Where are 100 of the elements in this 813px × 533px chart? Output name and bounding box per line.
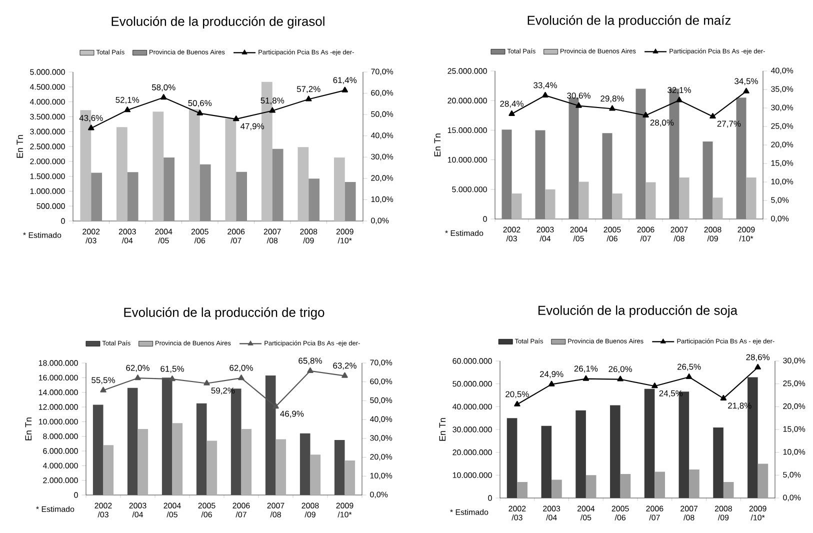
- point: [542, 92, 548, 98]
- point: [642, 112, 649, 118]
- chart-title: Evolución de la producción de girasol: [112, 16, 324, 29]
- bar: [552, 480, 562, 498]
- data-label: 51,8%: [260, 98, 284, 105]
- bar: [636, 88, 646, 219]
- data-label: 61,5%: [160, 366, 184, 373]
- bar: [646, 182, 656, 219]
- point: [676, 96, 682, 102]
- bar: [689, 469, 700, 498]
- point: [204, 380, 210, 386]
- bar: [612, 194, 622, 219]
- data-label: 32,1%: [668, 87, 691, 94]
- point: [582, 375, 590, 381]
- point: [720, 394, 727, 400]
- data-label: 65,8%: [298, 358, 322, 365]
- point: [88, 124, 94, 130]
- bar: [713, 427, 724, 498]
- point: [169, 375, 176, 382]
- bar: [576, 410, 586, 498]
- bar: [602, 133, 612, 219]
- bar: [545, 189, 556, 219]
- point: [269, 107, 276, 113]
- bar: [138, 429, 148, 495]
- bar: [276, 439, 286, 495]
- point: [576, 102, 582, 108]
- point: [342, 86, 348, 92]
- point: [609, 105, 616, 111]
- data-label: 28,6%: [746, 354, 770, 362]
- data-label: 61,4%: [333, 77, 357, 84]
- bar: [679, 178, 690, 219]
- chart-title: Evolución de la producción de trigo: [124, 307, 324, 320]
- bar: [712, 198, 723, 219]
- bar: [654, 472, 665, 498]
- data-label: 27,7%: [717, 120, 741, 128]
- point: [307, 367, 314, 373]
- data-label: 52,1%: [116, 96, 140, 104]
- bar: [620, 474, 631, 498]
- bar: [91, 172, 102, 221]
- bar: [610, 405, 620, 498]
- bar: [272, 148, 284, 221]
- bar: [344, 460, 356, 495]
- point: [196, 110, 204, 116]
- point: [617, 376, 624, 382]
- data-label: 47,9%: [240, 123, 264, 130]
- point: [514, 400, 520, 406]
- data-label: 57,2%: [296, 86, 320, 94]
- bar: [172, 423, 183, 495]
- data-label: 62,0%: [126, 364, 150, 372]
- bar: [578, 182, 589, 219]
- bar: [502, 130, 512, 219]
- data-label: 58,0%: [152, 84, 176, 92]
- data-label: 50,6%: [188, 100, 212, 108]
- bar: [512, 194, 522, 219]
- bar: [517, 482, 528, 498]
- bar: [127, 172, 138, 221]
- bar: [308, 178, 320, 221]
- bar: [103, 445, 114, 495]
- data-label: 20,5%: [506, 391, 529, 398]
- point: [652, 382, 658, 388]
- bar: [746, 178, 756, 219]
- bar: [200, 164, 211, 221]
- point: [508, 110, 515, 116]
- bar: [334, 158, 345, 221]
- bar: [310, 454, 321, 495]
- bar: [152, 112, 164, 221]
- point: [548, 380, 555, 386]
- bar: [758, 464, 768, 498]
- data-label: 34,5%: [734, 78, 758, 86]
- bar: [298, 147, 309, 221]
- bar: [541, 426, 552, 498]
- data-label: 62,0%: [230, 364, 253, 372]
- bar: [236, 172, 248, 221]
- point: [134, 374, 141, 380]
- data-label: 55,5%: [92, 377, 115, 384]
- data-label: 24,9%: [540, 371, 564, 378]
- y-axis-title: En Tn: [439, 418, 446, 441]
- point: [232, 115, 240, 122]
- bar: [206, 440, 218, 495]
- bar: [116, 127, 128, 221]
- data-label: 26,0%: [608, 366, 632, 374]
- point: [100, 386, 106, 392]
- data-label: 33,4%: [534, 82, 557, 90]
- bar: [127, 388, 138, 495]
- point: [160, 94, 167, 100]
- point: [272, 403, 279, 409]
- point: [686, 373, 692, 380]
- bar: [225, 118, 236, 221]
- chart-title: Evolución de la producción de soja: [538, 305, 738, 318]
- bar: [334, 440, 345, 495]
- y-axis-title: En Tn: [434, 134, 441, 156]
- data-label: 29,8%: [600, 96, 624, 103]
- data-label: 46,9%: [280, 410, 304, 418]
- bar: [702, 141, 713, 219]
- data-label: 43,6%: [79, 115, 103, 122]
- data-label: 28,0%: [650, 120, 674, 127]
- chart-title: Evolución de la producción de maíz: [528, 15, 731, 28]
- bar: [644, 388, 655, 498]
- data-label: 26,1%: [574, 366, 598, 373]
- point: [124, 106, 131, 112]
